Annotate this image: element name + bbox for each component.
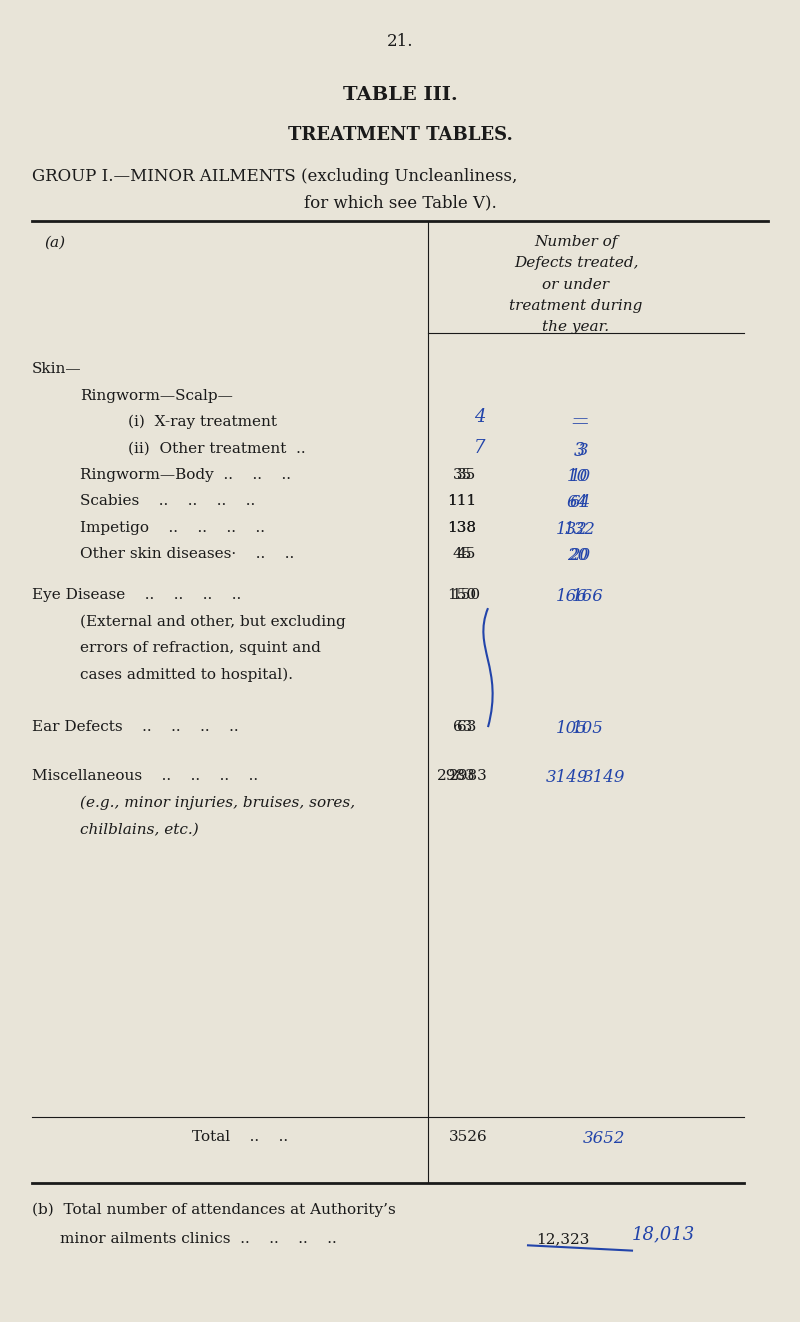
Text: 10: 10 — [566, 468, 588, 485]
Text: 105: 105 — [572, 720, 604, 738]
Text: TABLE III.: TABLE III. — [342, 86, 458, 104]
Text: (i)  X-ray treatment: (i) X-ray treatment — [128, 415, 277, 430]
Text: cases admitted to hospital).: cases admitted to hospital). — [80, 668, 293, 682]
Text: 21.: 21. — [386, 33, 414, 50]
Text: 7: 7 — [474, 439, 486, 457]
Text: 4: 4 — [474, 408, 486, 427]
Text: Skin—: Skin— — [32, 362, 82, 377]
Text: 45: 45 — [457, 547, 476, 562]
Text: Ringworm—Scalp—: Ringworm—Scalp— — [80, 389, 233, 403]
Text: Miscellaneous    ..    ..    ..    ..: Miscellaneous .. .. .. .. — [32, 769, 258, 784]
Text: GROUP I.—MINOR AILMENTS (excluding Uncleanliness,: GROUP I.—MINOR AILMENTS (excluding Uncle… — [32, 168, 518, 185]
Text: Ear Defects    ..    ..    ..    ..: Ear Defects .. .. .. .. — [32, 720, 238, 735]
Text: 35: 35 — [453, 468, 472, 483]
Text: 3149: 3149 — [546, 769, 588, 787]
Text: Total    ..    ..: Total .. .. — [192, 1130, 288, 1145]
Text: 138: 138 — [447, 521, 476, 535]
Text: 105: 105 — [556, 720, 588, 738]
Text: Number of: Number of — [534, 235, 618, 250]
Text: 111: 111 — [446, 494, 476, 509]
Text: 3652: 3652 — [582, 1130, 626, 1147]
Text: —: — — [572, 411, 588, 426]
Text: (ii)  Other treatment  ..: (ii) Other treatment .. — [128, 442, 306, 456]
Text: 12,323: 12,323 — [536, 1232, 590, 1247]
Text: Other skin diseases·    ..    ..: Other skin diseases· .. .. — [80, 547, 294, 562]
Text: (a): (a) — [44, 235, 65, 250]
Text: 63: 63 — [457, 720, 476, 735]
Text: 138: 138 — [447, 521, 476, 535]
Text: 64: 64 — [566, 494, 588, 512]
Text: 20: 20 — [570, 547, 590, 564]
Text: Defects treated,: Defects treated, — [514, 256, 638, 271]
Text: 150: 150 — [451, 588, 480, 603]
Text: 132: 132 — [564, 521, 596, 538]
Text: (b)  Total number of attendances at Authority’s: (b) Total number of attendances at Autho… — [32, 1203, 396, 1218]
Text: errors of refraction, squint and: errors of refraction, squint and — [80, 641, 321, 656]
Text: (e.g., minor injuries, bruises, sores,: (e.g., minor injuries, bruises, sores, — [80, 796, 355, 810]
Text: Impetigo    ..    ..    ..    ..: Impetigo .. .. .. .. — [80, 521, 265, 535]
Text: 45: 45 — [453, 547, 472, 562]
Text: —: — — [571, 415, 588, 432]
Text: treatment during: treatment during — [510, 299, 642, 313]
Text: 2983: 2983 — [450, 769, 488, 784]
Text: 3: 3 — [578, 442, 588, 459]
Text: 20: 20 — [566, 547, 588, 564]
Text: the year.: the year. — [542, 320, 610, 334]
Text: minor ailments clinics  ..    ..    ..    ..: minor ailments clinics .. .. .. .. — [60, 1232, 337, 1247]
Text: 3: 3 — [574, 442, 586, 460]
Text: TREATMENT TABLES.: TREATMENT TABLES. — [287, 126, 513, 144]
Text: 63: 63 — [453, 720, 472, 735]
Text: or under: or under — [542, 278, 610, 292]
Text: 166: 166 — [572, 588, 604, 605]
Text: 3149: 3149 — [582, 769, 626, 787]
Text: 166: 166 — [556, 588, 588, 605]
Text: Ringworm—Body  ..    ..    ..: Ringworm—Body .. .. .. — [80, 468, 291, 483]
Text: 132: 132 — [556, 521, 588, 538]
Text: chilblains, etc.): chilblains, etc.) — [80, 822, 198, 837]
Text: for which see Table V).: for which see Table V). — [304, 194, 496, 212]
Text: 10: 10 — [570, 468, 590, 485]
Text: 64: 64 — [570, 494, 590, 512]
Text: 150: 150 — [447, 588, 476, 603]
Text: (External and other, but excluding: (External and other, but excluding — [80, 615, 346, 629]
Text: Scabies    ..    ..    ..    ..: Scabies .. .. .. .. — [80, 494, 255, 509]
Text: 35: 35 — [457, 468, 476, 483]
Text: Eye Disease    ..    ..    ..    ..: Eye Disease .. .. .. .. — [32, 588, 242, 603]
Text: 2983: 2983 — [438, 769, 476, 784]
Text: 18,013: 18,013 — [632, 1225, 695, 1244]
Text: 111: 111 — [446, 494, 476, 509]
Text: 3526: 3526 — [450, 1130, 488, 1145]
